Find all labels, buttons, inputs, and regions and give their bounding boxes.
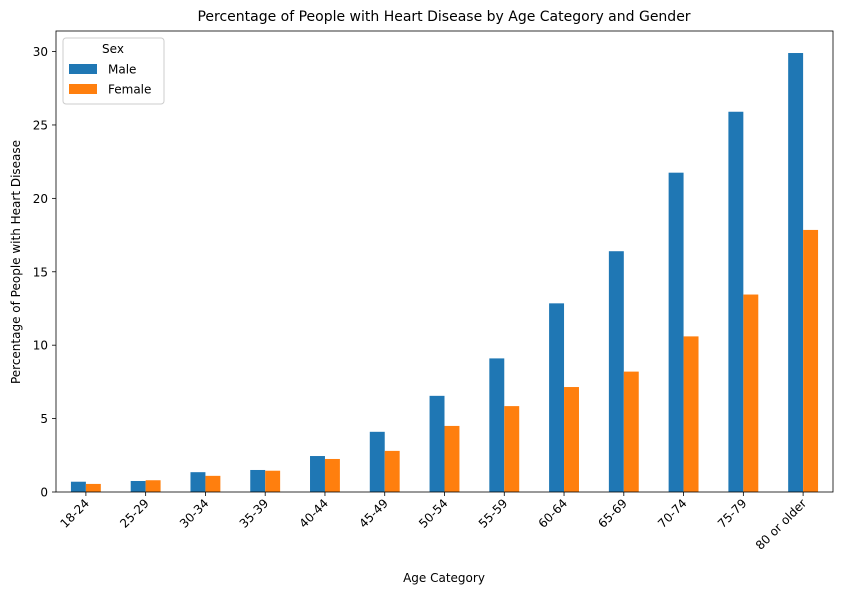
y-axis-label: Percentage of People with Heart Disease [9, 140, 23, 384]
x-tick-label: 40-44 [297, 496, 332, 531]
bar-male-30-34 [190, 472, 206, 492]
bar-male-70-74 [668, 172, 684, 492]
x-tick-label: 70-74 [655, 496, 690, 531]
y-tick-label: 20 [33, 192, 48, 206]
x-tick-label: 55-59 [476, 496, 511, 531]
x-axis-label: Age Category [403, 571, 485, 585]
bar-female-65-69 [623, 371, 639, 492]
legend-label-male: Male [108, 63, 136, 77]
x-tick-label: 35-39 [237, 496, 272, 531]
y-tick-label: 0 [40, 486, 48, 500]
plot-area: 0 5 10 15 20 25 30 18-24 25-29 30-34 35-39 40-44 45-… [33, 30, 834, 553]
bar-male-65-69 [608, 251, 624, 492]
bar-male-60-64 [549, 303, 565, 492]
bar-female-75-79 [743, 294, 759, 492]
bar-female-35-39 [265, 470, 281, 492]
bar-male-45-49 [369, 431, 385, 492]
legend-title: Sex [102, 42, 124, 56]
bar-male-55-59 [489, 358, 505, 492]
y-tick-label: 25 [33, 118, 48, 132]
bar-male-50-54 [429, 395, 445, 492]
bar-female-50-54 [444, 425, 460, 492]
bar-female-45-49 [384, 450, 400, 492]
bar-male-25-29 [130, 480, 146, 492]
y-tick-label: 15 [33, 265, 48, 279]
x-tick-label: 45-49 [356, 496, 391, 531]
bar-female-25-29 [145, 480, 161, 492]
bar-male-80-or-older [788, 53, 804, 493]
x-tick-label: 60-64 [536, 496, 571, 531]
legend: Sex Male Female [62, 37, 165, 105]
y-tick-label: 30 [33, 45, 48, 59]
y-tick-label: 5 [40, 412, 48, 426]
bar-male-18-24 [70, 481, 86, 492]
x-tick-label: 18-24 [57, 496, 92, 531]
legend-swatch-female [69, 84, 97, 94]
bar-female-18-24 [85, 483, 101, 492]
bar-female-55-59 [504, 406, 520, 492]
x-tick-label: 80 or older [753, 496, 809, 552]
x-tick-label: 75-79 [715, 496, 750, 531]
bar-female-30-34 [205, 475, 221, 492]
bar-male-75-79 [728, 111, 744, 492]
x-tick-label: 50-54 [416, 496, 451, 531]
bar-female-70-74 [683, 336, 699, 492]
y-tick-label: 10 [33, 339, 48, 353]
chart-title: Percentage of People with Heart Disease … [197, 9, 690, 25]
x-tick-label: 25-29 [117, 496, 152, 531]
bar-female-60-64 [564, 387, 579, 492]
legend-swatch-male [69, 64, 97, 74]
bar-female-80-or-older [803, 229, 819, 492]
x-tick-label: 30-34 [177, 496, 212, 531]
x-tick-label: 65-69 [595, 496, 630, 531]
legend-label-female: Female [108, 83, 151, 97]
bar-male-35-39 [250, 469, 266, 492]
bar-female-40-44 [324, 458, 340, 492]
bar-male-40-44 [310, 456, 325, 492]
